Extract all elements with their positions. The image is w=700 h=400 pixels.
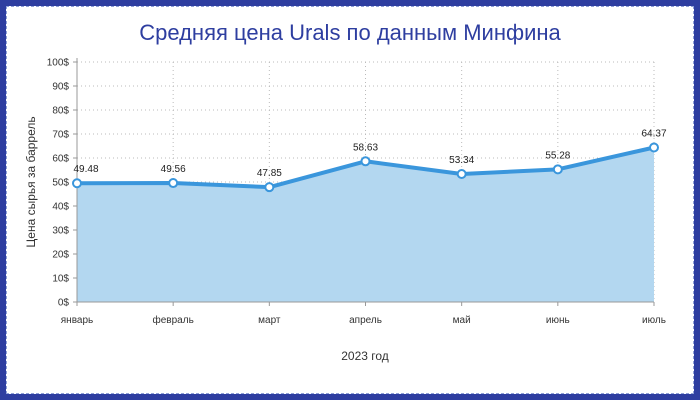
- y-tick-label: 60$: [52, 154, 69, 165]
- data-point: [72, 178, 82, 189]
- y-tick-label: 40$: [52, 202, 69, 213]
- x-axis-ticks: январь февраль март апрель май июнь июль: [61, 302, 666, 326]
- y-axis-label: Цена сырья за баррель: [24, 116, 38, 247]
- data-label: 55.28: [545, 150, 570, 161]
- y-tick-label: 30$: [52, 226, 69, 237]
- data-point: [552, 164, 563, 175]
- y-tick-label: 70$: [52, 130, 69, 141]
- y-tick-label: 0$: [58, 298, 70, 309]
- data-point: [649, 142, 659, 153]
- data-label: 47.85: [257, 168, 282, 179]
- data-point: [168, 178, 179, 189]
- data-label: 49.56: [161, 164, 186, 175]
- x-axis-label: 2023 год: [341, 349, 389, 363]
- y-tick-label: 90$: [52, 82, 69, 93]
- data-point: [360, 156, 371, 167]
- data-label: 58.63: [353, 142, 378, 153]
- data-point: [456, 168, 467, 179]
- y-tick-label: 10$: [52, 274, 69, 285]
- data-label: 49.48: [73, 164, 98, 175]
- x-tick-label: апрель: [349, 315, 382, 326]
- data-labels: 49.48 49.56 47.85 58.63 53.34 55.28 64.37: [73, 129, 666, 180]
- y-tick-label: 100$: [47, 58, 70, 69]
- y-tick-label: 20$: [52, 250, 69, 261]
- y-axis-ticks: 0$ 10$ 20$ 30$ 40$ 50$ 60$ 70$ 80$ 90$ 100$: [47, 58, 77, 309]
- y-tick-label: 80$: [52, 106, 69, 117]
- x-tick-label: май: [453, 315, 471, 326]
- x-tick-label: июнь: [546, 315, 570, 326]
- data-point: [264, 182, 275, 193]
- chart-title: Средняя цена Urals по данным Минфина: [139, 20, 561, 45]
- data-label: 64.37: [641, 129, 666, 140]
- data-points: [72, 142, 659, 193]
- x-tick-label: июль: [642, 315, 666, 326]
- x-tick-label: март: [258, 315, 281, 326]
- x-tick-label: февраль: [153, 314, 194, 326]
- y-tick-label: 50$: [52, 178, 69, 189]
- x-tick-label: январь: [61, 315, 93, 326]
- data-label: 53.34: [449, 155, 474, 166]
